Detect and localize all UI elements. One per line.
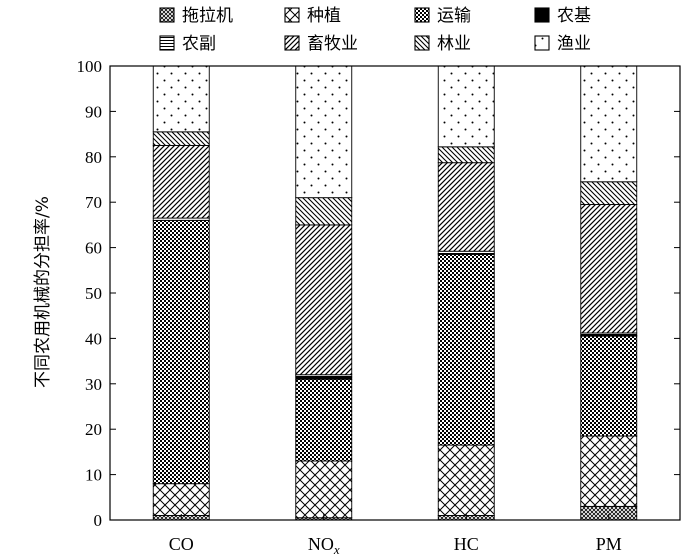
bar-segment-hc-6 [437, 146, 495, 164]
bar-segment-nox-7 [295, 65, 353, 199]
bar-segment-hc-2 [437, 253, 495, 446]
y-tick-label: 70 [85, 193, 102, 212]
x-tick-label-co: CO [169, 534, 194, 554]
y-tick-label: 10 [85, 466, 102, 485]
legend-label-2: 运输 [437, 6, 471, 26]
bar-segment-pm-2 [580, 335, 638, 437]
legend-swatch-5 [284, 35, 300, 51]
bar-segment-hc-5 [437, 162, 495, 252]
x-tick-label-hc: HC [454, 534, 479, 554]
y-tick-label: 100 [77, 57, 103, 76]
bar-segment-nox-1 [295, 460, 353, 519]
bar-segment-co-5 [152, 144, 210, 219]
legend-label-0: 拖拉机 [182, 6, 233, 26]
legend-swatch-1 [284, 7, 300, 23]
y-tick-label: 20 [85, 420, 102, 439]
y-axis: 0 10 20 30 40 50 60 70 80 90 100 [77, 57, 680, 530]
bar-segment-co-7 [152, 65, 210, 133]
legend-swatch-6 [414, 35, 430, 51]
bar-segment-nox-6 [295, 197, 353, 226]
legend-swatch-4 [159, 35, 175, 51]
legend-label-1: 种植 [307, 6, 341, 26]
legend-label-7: 渔业 [557, 34, 591, 54]
bar-segment-pm-1 [580, 435, 638, 507]
bar-segment-pm-6 [580, 181, 638, 205]
y-tick-label: 30 [85, 375, 102, 394]
bar-segment-nox-2 [295, 378, 353, 462]
bar-segment-co-2 [152, 219, 210, 485]
bar-segment-pm-5 [580, 204, 638, 334]
bar-segment-hc-1 [437, 444, 495, 516]
y-tick-label: 60 [85, 239, 102, 258]
x-tick-label-nox: NOx [308, 534, 340, 557]
y-tick-label: 80 [85, 148, 102, 167]
y-tick-label: 90 [85, 102, 102, 121]
legend-swatch-3 [534, 7, 550, 23]
y-axis-title: 不同农用机械的分担率/% [33, 196, 53, 388]
y-tick-label: 40 [85, 329, 102, 348]
legend-label-5: 畜牧业 [307, 34, 358, 54]
legend-swatch-0 [159, 7, 175, 23]
legend-swatch-7 [534, 35, 550, 51]
bar-segment-nox-5 [295, 224, 353, 376]
y-tick-label: 50 [85, 284, 102, 303]
legend-label-4: 农副 [182, 34, 216, 54]
bar-segment-pm-7 [580, 65, 638, 183]
bar-segment-co-1 [152, 483, 210, 516]
legend-swatch-2 [414, 7, 430, 23]
legend-label-3: 农基 [557, 6, 591, 26]
bar-segment-co-6 [152, 131, 210, 146]
bars-layer [152, 65, 638, 521]
y-axis-title-text: 不同农用机械的分担率/% [33, 196, 53, 388]
legend-label-6: 林业 [437, 34, 471, 54]
x-axis: CO NOx HC PM [169, 514, 622, 557]
y-tick-label: 0 [94, 511, 103, 530]
x-tick-label-pm: PM [596, 534, 622, 554]
bar-segment-hc-7 [437, 65, 495, 148]
